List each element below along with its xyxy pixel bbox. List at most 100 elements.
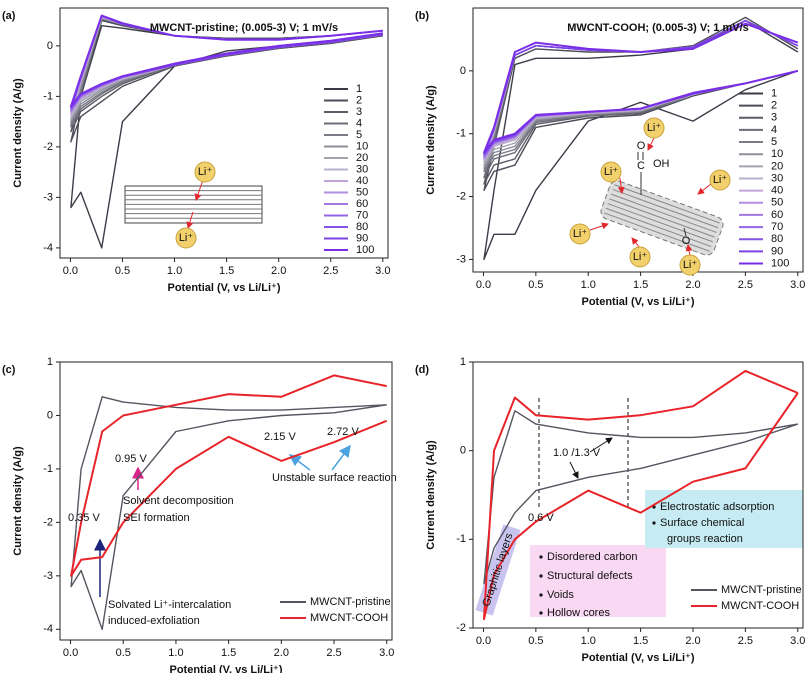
li-ion	[709, 169, 731, 191]
legend-label: 50	[356, 186, 368, 198]
x-tick-label: 0.5	[528, 635, 543, 647]
x-axis-label: Potential (V, vs Li/Li⁺)	[170, 664, 283, 673]
tube-layer	[605, 207, 712, 248]
x-tick-label: 3.0	[375, 265, 390, 277]
arrow	[589, 437, 613, 453]
legend-label: 10	[356, 140, 368, 152]
legend-label: 3	[771, 112, 777, 124]
x-tick-label: 0.0	[63, 265, 78, 277]
legend-label: MWCNT-COOH	[310, 612, 388, 624]
legend-label: 20	[356, 152, 368, 164]
annotation: Li⁺	[713, 174, 728, 186]
y-tick-label: 0	[47, 40, 53, 52]
legend-label: 100	[771, 257, 789, 269]
x-tick-label: 0.0	[476, 279, 491, 291]
bullet	[539, 555, 543, 559]
y-tick-label: -1	[43, 90, 53, 102]
x-tick-label: 1.5	[633, 279, 648, 291]
cv-curve	[483, 410, 799, 585]
arrow	[331, 444, 351, 471]
plot-frame	[472, 7, 804, 273]
x-tick-label: 3.0	[790, 279, 805, 291]
annotation: Disordered carbon	[547, 551, 638, 563]
y-tick-label: -2	[456, 190, 466, 202]
legend-label: 40	[356, 175, 368, 187]
y-tick-label: -4	[43, 623, 53, 635]
arrow	[589, 222, 609, 231]
annotation: Solvent decomposition	[123, 495, 234, 507]
li-ion	[600, 161, 622, 183]
panel-label: (c)	[2, 364, 16, 376]
x-tick-label: 2.5	[738, 279, 753, 291]
cv-curve	[70, 374, 388, 577]
chart-title: MWCNT-pristine; (0.005-3) V; 1 mV/s	[150, 22, 338, 34]
arrow	[194, 179, 204, 201]
x-tick-label: 2.0	[685, 279, 700, 291]
panel-label: (a)	[2, 10, 16, 22]
legend-label: 90	[771, 245, 783, 257]
legend-label: MWCNT-pristine	[721, 584, 802, 596]
plot-frame	[59, 361, 393, 641]
li-ion	[629, 246, 651, 268]
arrow	[685, 244, 693, 257]
plot-frame	[59, 7, 389, 259]
annotation: Structural defects	[547, 570, 633, 582]
x-tick-label: 2.0	[271, 265, 286, 277]
cv-curve	[70, 18, 383, 133]
annotation: Li⁺	[633, 251, 648, 263]
y-tick-label: -1	[456, 533, 466, 545]
legend-label: 1	[356, 83, 362, 95]
x-tick-label: 2.5	[738, 635, 753, 647]
cv-curve	[70, 19, 383, 143]
pink-box	[530, 545, 666, 617]
x-axis-label: Potential (V, vs Li/Li⁺)	[582, 652, 695, 664]
legend-label: 3	[356, 106, 362, 118]
tube-layer	[607, 203, 714, 243]
panel-label: (b)	[415, 10, 429, 22]
annotation: O	[682, 235, 691, 247]
arrow	[617, 177, 625, 194]
y-tick-label: 1	[47, 356, 53, 368]
annotation: Electrostatic adsorption	[660, 501, 774, 513]
bullet	[652, 521, 656, 525]
annotation: Li⁺	[179, 232, 194, 244]
y-axis-label: Current density (A/g)	[425, 440, 437, 550]
annotation: 0.95 V	[115, 453, 147, 465]
legend-label: 30	[771, 172, 783, 184]
x-tick-label: 2.5	[323, 265, 338, 277]
li-ion	[679, 254, 701, 276]
annotation: 1.0 /1.3 V	[553, 447, 601, 459]
x-tick-label: 1.5	[219, 265, 234, 277]
x-tick-label: 2.5	[326, 647, 341, 659]
arrow	[569, 461, 579, 479]
y-tick-label: 0	[47, 409, 53, 421]
x-tick-label: 0.0	[63, 647, 78, 659]
y-tick-label: 1	[460, 356, 466, 368]
legend-label: 2	[356, 94, 362, 106]
annotation: Li⁺	[683, 259, 698, 271]
annotation: Li⁺	[647, 122, 662, 134]
arrow	[697, 183, 712, 195]
x-tick-label: 0.5	[115, 265, 130, 277]
bullet	[539, 593, 543, 597]
y-axis-label: Current density (A/g)	[425, 85, 437, 195]
y-tick-label: -3	[43, 570, 53, 582]
y-tick-label: -4	[43, 242, 53, 254]
annotation: Li⁺	[604, 166, 619, 178]
x-tick-label: 1.5	[633, 635, 648, 647]
plot-frame	[472, 361, 804, 629]
legend-label: 100	[356, 244, 374, 256]
cv-curve	[483, 22, 799, 154]
li-ion	[569, 223, 591, 245]
tube-layer	[609, 198, 715, 238]
bullet	[539, 611, 543, 615]
annotation: Solvated Li⁺-intercalation	[108, 599, 231, 611]
li-ion	[194, 161, 216, 183]
legend-label: 80	[771, 233, 783, 245]
annotation: Surface chemical	[660, 517, 744, 529]
legend-label: 80	[356, 221, 368, 233]
y-tick-label: -1	[43, 463, 53, 475]
cv-curve	[70, 396, 387, 630]
li-ion	[643, 117, 665, 139]
annotation: 2.15 V	[264, 431, 296, 443]
